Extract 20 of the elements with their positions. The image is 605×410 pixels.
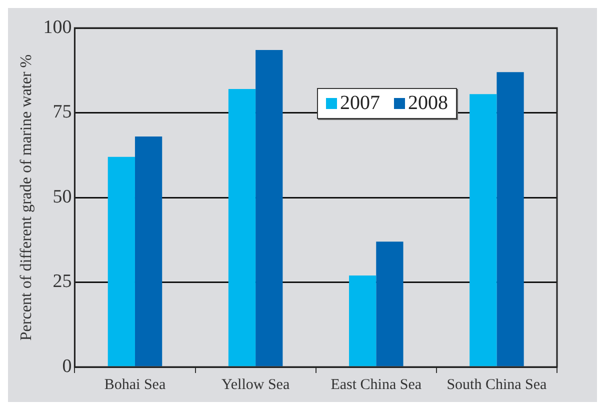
bar: [108, 156, 135, 366]
y-tick-label: 100: [43, 16, 72, 38]
y-tick-label: 25: [52, 271, 72, 292]
bar: [470, 94, 497, 366]
y-tick-label: 0: [62, 356, 72, 377]
y-tick-label: 50: [52, 186, 72, 208]
x-tick-label: South China Sea: [446, 376, 548, 393]
bar: [256, 50, 283, 366]
bar: [496, 72, 524, 366]
x-tick-label: Yellow Sea: [222, 376, 290, 393]
legend-label: 2008: [408, 92, 448, 115]
bar: [376, 242, 404, 366]
x-tick-label: East China Sea: [330, 376, 422, 393]
bar: [134, 136, 162, 366]
y-axis-title: Percent of different grade of marine water %: [18, 54, 35, 341]
legend-label: 2007: [340, 92, 380, 115]
bar: [228, 89, 256, 366]
x-tick-label: Bohai Sea: [104, 376, 166, 393]
y-tick-label: 75: [52, 102, 72, 123]
bar: [349, 275, 376, 366]
